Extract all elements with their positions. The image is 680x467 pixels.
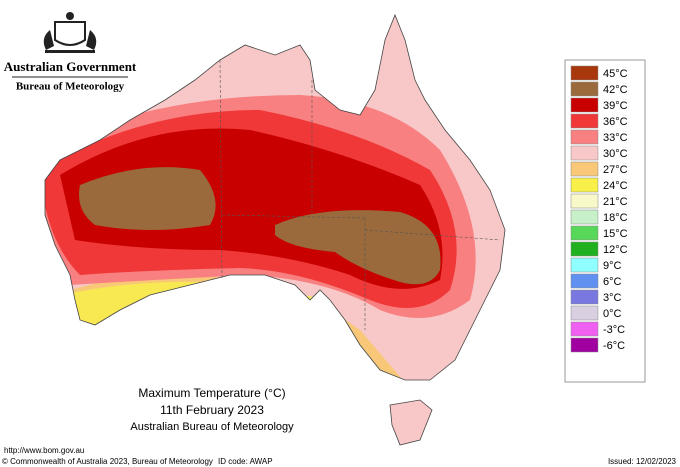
- legend-label: 36°C: [603, 116, 628, 128]
- legend-swatch: [570, 97, 599, 113]
- legend-label: 15°C: [603, 228, 628, 240]
- legend-label: 12°C: [603, 244, 628, 256]
- legend-label: 24°C: [603, 180, 628, 192]
- legend-label: 45°C: [603, 68, 628, 80]
- legend-swatch: [570, 209, 599, 225]
- legend-swatch: [570, 321, 599, 337]
- legend-swatch: [570, 337, 599, 353]
- legend-label: -3°C: [603, 324, 625, 336]
- legend-swatch: [570, 257, 599, 273]
- map-source: Australian Bureau of Meteorology: [130, 421, 294, 433]
- legend-swatch: [570, 305, 599, 321]
- legend-label: 6°C: [603, 276, 622, 288]
- legend-label: 0°C: [603, 308, 622, 320]
- legend-swatch: [570, 161, 599, 177]
- legend-label: 21°C: [603, 196, 628, 208]
- legend-label: 30°C: [603, 148, 628, 160]
- map-title: Maximum Temperature (°C): [138, 386, 285, 400]
- map-date: 11th February 2023: [160, 403, 264, 417]
- legend-swatch: [570, 145, 599, 161]
- legend: 45°C 42°C 39°C 36°C 33°C 30°C 27°C 24°C 21°C 18°C…: [570, 65, 628, 353]
- legend-swatch: [570, 177, 599, 193]
- legend-label: 18°C: [603, 212, 628, 224]
- legend-swatch: [570, 241, 599, 257]
- legend-swatch: [570, 193, 599, 209]
- footer-issued: Issued: 12/02/2023: [608, 457, 677, 466]
- legend-label: 3°C: [603, 292, 622, 304]
- crest: [43, 12, 97, 53]
- legend-swatch: [570, 113, 599, 129]
- legend-label: 9°C: [603, 260, 622, 272]
- government-name: Australian Government: [4, 59, 137, 74]
- legend-label: 33°C: [603, 132, 628, 144]
- legend-swatch: [570, 225, 599, 241]
- coastline: [44, 13, 506, 446]
- footer-id: ID code: AWAP: [218, 457, 273, 466]
- legend-label: -6°C: [603, 340, 625, 352]
- bureau-name: Bureau of Meteorology: [16, 81, 125, 93]
- footer-url: http://www.bom.gov.au: [4, 446, 84, 455]
- legend-swatch: [570, 289, 599, 305]
- legend-label: 42°C: [603, 84, 628, 96]
- legend-label: 39°C: [603, 100, 628, 112]
- legend-swatch: [570, 273, 599, 289]
- footer-copyright: © Commonwealth of Australia 2023, Bureau…: [2, 457, 213, 466]
- legend-swatch: [570, 65, 599, 81]
- legend-swatch: [570, 81, 599, 97]
- state-borders: [219, 59, 501, 330]
- legend-swatch: [570, 129, 599, 145]
- legend-label: 27°C: [603, 164, 628, 176]
